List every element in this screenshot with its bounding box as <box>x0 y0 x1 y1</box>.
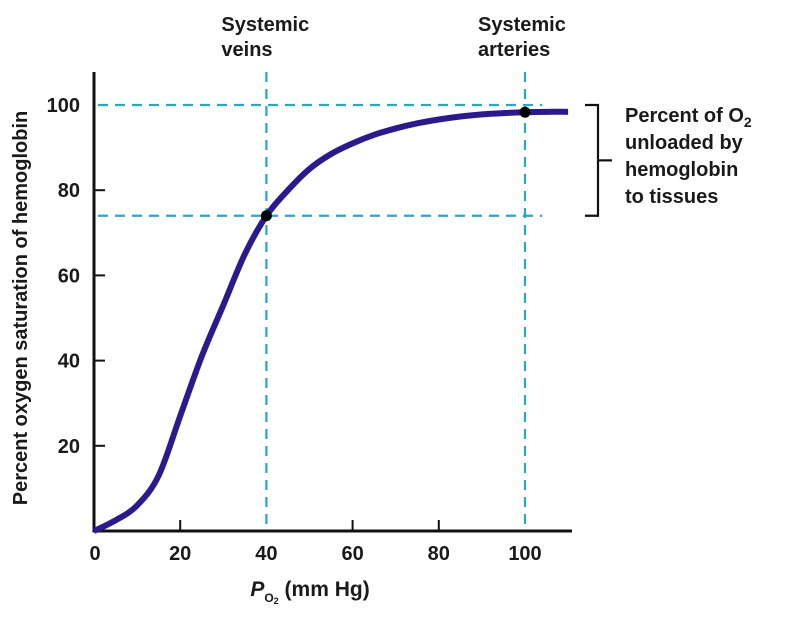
bracket-annotation-text: Percent of O <box>625 105 744 127</box>
systemic-arteries-point <box>519 106 531 118</box>
x-axis-label-subscript-digit: 2 <box>274 596 279 606</box>
reference-label-systemic-veins-line-1: Systemic <box>221 14 309 36</box>
y-tick-label-20: 20 <box>58 436 80 458</box>
y-tick-label-80: 80 <box>58 180 80 202</box>
x-axis-label-symbol: P <box>250 578 265 601</box>
bracket-annotation-text: to tissues <box>625 186 718 208</box>
bracket-annotation-subscript: 2 <box>744 114 752 130</box>
labels: Percent oxygen saturation of hemoglobin … <box>10 14 566 606</box>
bracket-annotation-line-4: to tissues <box>625 186 718 208</box>
y-tick-label-100: 100 <box>47 95 80 117</box>
bracket-annotation-line-3: hemoglobin <box>625 159 738 181</box>
bracket-annotation-line-1: Percent of O2 <box>625 105 752 130</box>
bracket-annotation-text: unloaded by <box>625 132 744 154</box>
x-tick-label-20: 20 <box>169 543 191 565</box>
bracket-annotation-text: hemoglobin <box>625 159 738 181</box>
y-axis-label: Percent oxygen saturation of hemoglobin <box>10 111 32 506</box>
reference-label-systemic-veins-line-2: veins <box>221 39 272 61</box>
reference-label-systemic-arteries-line-2: arteries <box>478 39 550 61</box>
x-tick-label-60: 60 <box>341 543 363 565</box>
x-axis-label-subscript: O <box>264 591 273 605</box>
x-axis-label: PO2 (mm Hg) <box>250 578 369 606</box>
x-tick-label-100: 100 <box>508 543 541 565</box>
x-tick-label-80: 80 <box>428 543 450 565</box>
curve-layer <box>92 108 569 534</box>
reference-label-systemic-arteries-line-1: Systemic <box>478 14 566 36</box>
x-tick-label-40: 40 <box>255 543 277 565</box>
markers <box>260 106 531 222</box>
y-tick-label-60: 60 <box>58 265 80 287</box>
y-tick-label-40: 40 <box>58 351 80 373</box>
dissociation-curve-line <box>92 108 569 534</box>
x-axis-label-units: (mm Hg) <box>279 578 370 601</box>
bracket-annotation-line-2: unloaded by <box>625 132 744 154</box>
unloaded-oxygen-bracket <box>585 103 600 217</box>
reference-lines <box>98 72 543 529</box>
systemic-veins-point <box>260 210 272 222</box>
axes <box>92 72 572 533</box>
ticks <box>94 189 440 531</box>
x-tick-label-0: 0 <box>89 543 100 565</box>
